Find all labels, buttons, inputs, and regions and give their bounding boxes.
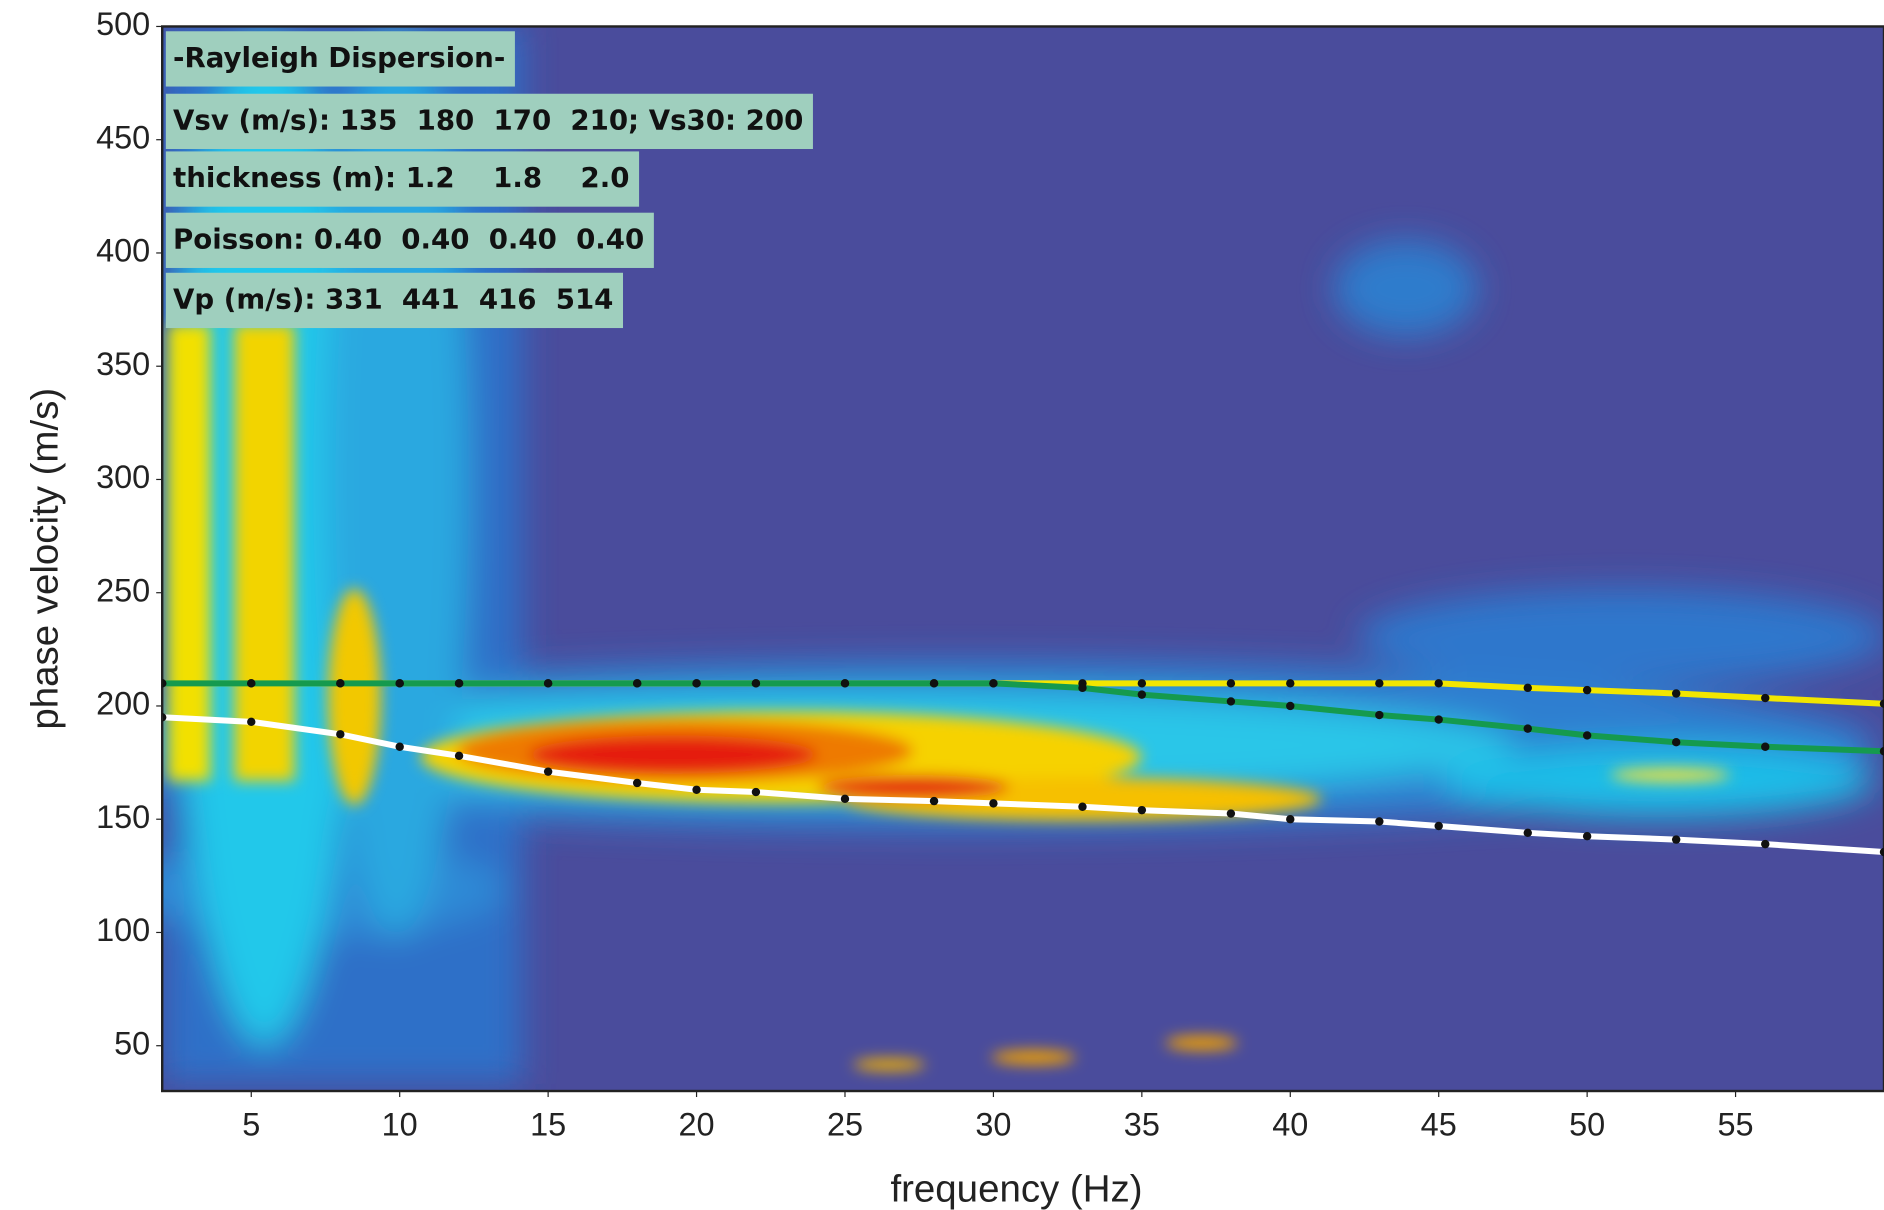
- curve-point: [1286, 815, 1295, 824]
- annotation: Poisson: 0.40 0.40 0.40 0.40: [173, 222, 644, 255]
- curve-point: [929, 796, 939, 806]
- curve-point: [1761, 839, 1770, 849]
- curve-point: [1582, 731, 1592, 740]
- y-axis-label: phase velocity (m/s): [24, 388, 67, 730]
- curve-point: [929, 679, 939, 688]
- curve-point: [1137, 690, 1147, 699]
- annotation-group: -Rayleigh Dispersion- Vsv (m/s): 135 180 …: [165, 31, 813, 329]
- curve-point: [162, 713, 167, 722]
- curve-point: [1375, 679, 1384, 688]
- curve-point: [336, 730, 345, 739]
- curve-point: [989, 799, 998, 808]
- curve-point: [1078, 683, 1087, 693]
- curve-point: [1434, 821, 1443, 831]
- curve-point: [336, 679, 345, 688]
- curve-point: [1671, 689, 1681, 698]
- curve-point: [1226, 809, 1236, 818]
- curve-point: [395, 679, 404, 688]
- curve-point: [162, 679, 167, 688]
- y-tick-label: 300: [96, 459, 150, 495]
- annotation-box: [165, 31, 515, 87]
- y-tick-label: 200: [96, 686, 150, 722]
- y-tick-label: 500: [96, 6, 150, 42]
- curve-point: [632, 679, 642, 688]
- curve-point: [454, 679, 464, 688]
- curve-point: [1434, 679, 1443, 688]
- curve-point: [1879, 747, 1884, 756]
- curve-point: [543, 679, 553, 688]
- curve-point: [1523, 724, 1532, 733]
- x-tick-label: 5: [242, 1107, 260, 1143]
- curve-point: [1286, 701, 1295, 711]
- curve-point: [692, 785, 701, 794]
- curve-point: [1523, 683, 1532, 693]
- y-tick-label: 50: [114, 1025, 150, 1061]
- curve-point: [1523, 828, 1532, 838]
- curve-point: [1375, 710, 1384, 720]
- plot-frame: [161, 25, 1884, 1093]
- annotation-box: [165, 272, 624, 329]
- annotation: thickness (m): 1.2 1.8 2.0: [173, 161, 629, 194]
- curve-point: [1671, 738, 1681, 747]
- curve-point: [1226, 679, 1236, 688]
- annotation-box: [165, 151, 640, 207]
- curve-point: [840, 794, 850, 804]
- x-tick-label: 25: [827, 1107, 863, 1143]
- curve-point: [692, 679, 701, 688]
- x-axis-label: frequency (Hz): [890, 1168, 1142, 1210]
- curve-point: [1879, 847, 1884, 857]
- curve-point: [1375, 817, 1384, 826]
- annotation: Vp (m/s): 331 441 416 514: [173, 282, 613, 315]
- curve-point: [247, 717, 256, 727]
- curve-point: [1582, 831, 1592, 841]
- x-tick-label: 15: [530, 1107, 566, 1143]
- y-tick-label: 250: [96, 572, 150, 608]
- curve-point: [1286, 679, 1295, 688]
- curve-point: [395, 742, 404, 751]
- curve-point: [1761, 693, 1770, 703]
- curve-point: [840, 679, 850, 688]
- x-tick-label: 20: [679, 1107, 715, 1143]
- annotation: Vsv (m/s): 135 180 170 210; Vs30: 200: [173, 103, 803, 136]
- x-tick-label: 55: [1718, 1107, 1754, 1143]
- curve-point: [632, 778, 642, 788]
- curve-point: [751, 679, 761, 688]
- annotation-box: [165, 212, 654, 268]
- curve-point: [247, 679, 256, 688]
- x-tick-label: 30: [975, 1107, 1011, 1143]
- curve-point: [1226, 697, 1236, 706]
- x-tick-label: 40: [1272, 1107, 1308, 1143]
- y-tick-label: 350: [96, 346, 150, 382]
- y-tick-label: 100: [96, 912, 150, 948]
- y-tick-label: 400: [96, 233, 150, 269]
- curve-point: [989, 679, 998, 688]
- x-tick-label: 50: [1569, 1107, 1605, 1143]
- y-tick-label: 450: [96, 119, 150, 155]
- curve-point: [1761, 742, 1770, 751]
- annotation-box: [165, 93, 813, 150]
- curve-point: [543, 767, 553, 776]
- curve-point: [1671, 835, 1681, 844]
- x-tick-label: 10: [382, 1107, 418, 1143]
- curve-point: [1434, 715, 1443, 724]
- curve-point: [1582, 685, 1592, 695]
- x-tick-label: 45: [1421, 1107, 1457, 1143]
- y-tick-label: 150: [96, 799, 150, 835]
- curve-point: [1137, 805, 1147, 815]
- curve-point: [751, 787, 761, 797]
- curve-point: [1078, 802, 1087, 811]
- curve-point: [1137, 679, 1147, 688]
- x-tick-label: 35: [1124, 1107, 1160, 1143]
- annotation: -Rayleigh Dispersion-: [173, 41, 505, 74]
- curve-point: [1879, 699, 1884, 708]
- curves: [162, 679, 1884, 857]
- curve-point: [454, 751, 464, 761]
